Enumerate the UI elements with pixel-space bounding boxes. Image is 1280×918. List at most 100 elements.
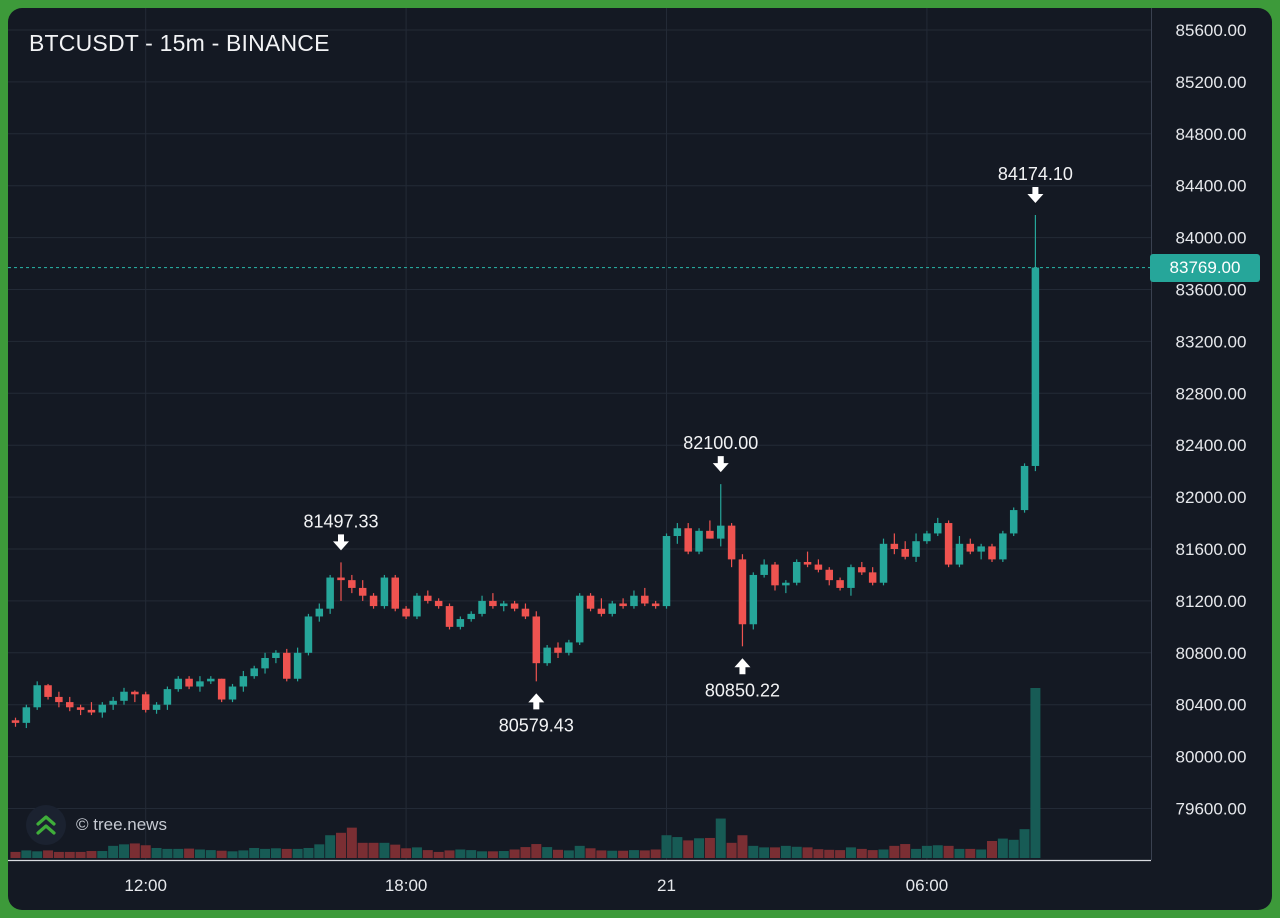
candle (11, 717, 20, 727)
candle (575, 593, 584, 646)
volume-bar (281, 848, 292, 858)
volume-bar (314, 844, 325, 858)
candle-body (847, 567, 855, 588)
volume-bar (553, 849, 563, 858)
price-annotation: 84174.10 (998, 164, 1073, 204)
volume-bar (845, 847, 856, 858)
candle (554, 642, 562, 658)
candle (445, 603, 454, 630)
candle-body (283, 652, 291, 679)
volume-bar (249, 847, 260, 858)
y-tick-label: 84800.00 (1176, 125, 1247, 144)
price-annotation: 80850.22 (705, 658, 780, 700)
candle (662, 533, 671, 609)
candle (858, 561, 866, 575)
candle-body (76, 707, 85, 710)
candle-body (250, 668, 258, 677)
volume-bar (878, 849, 889, 858)
price-annotation: 82100.00 (683, 433, 758, 473)
candle-body (825, 569, 833, 581)
volume-bar (173, 848, 184, 858)
volume-bar (10, 851, 21, 858)
volume-bar (401, 848, 412, 858)
volume-bar (140, 845, 151, 858)
x-tick-label: 21 (657, 876, 676, 895)
candlestick-chart[interactable]: 81497.33 80579.43 82100.00 80850.22 84174.10… (8, 8, 1272, 910)
y-tick-label: 83600.00 (1176, 281, 1247, 300)
candle (706, 520, 714, 539)
volume-bar (303, 847, 314, 858)
candle (283, 648, 291, 682)
candle (738, 554, 747, 647)
y-tick-label: 82400.00 (1176, 436, 1247, 455)
candle-body (510, 603, 519, 609)
volume-bar (932, 845, 943, 858)
x-tick-label: 12:00 (124, 876, 167, 895)
candle (489, 593, 497, 609)
volume-bar (824, 849, 835, 858)
candle-body (467, 613, 475, 620)
volume-bar (987, 841, 997, 858)
volume-bar (607, 850, 618, 858)
volume-bar (694, 838, 705, 858)
candle-body (912, 541, 920, 557)
volume-bar (780, 845, 791, 858)
candle-body (478, 600, 486, 614)
candle (641, 587, 649, 607)
candle-body (792, 561, 801, 583)
candle (163, 686, 172, 710)
candle (33, 681, 41, 710)
volume-bar (618, 850, 629, 858)
volume-bar (390, 844, 401, 858)
candle-body (944, 523, 953, 565)
candle-body (955, 543, 964, 565)
candle-body (131, 691, 139, 695)
volume-bar (487, 851, 498, 858)
candle (369, 593, 378, 609)
candle-body (315, 608, 324, 617)
volume-bar (639, 850, 650, 858)
volume-bar (129, 843, 140, 858)
candle (586, 593, 595, 612)
volume-bar (32, 851, 43, 858)
candle (912, 533, 920, 562)
candle-body (217, 678, 226, 700)
volume-bar (737, 835, 748, 858)
volume-bar (205, 850, 216, 858)
candle-body (868, 572, 877, 583)
candle-body (575, 595, 584, 643)
volume-bar (1008, 839, 1019, 858)
volume-bar (813, 849, 824, 858)
candle-body (565, 642, 573, 653)
candle (228, 683, 237, 703)
candle-body (98, 704, 107, 713)
arrow-down-icon (333, 534, 349, 551)
candle (879, 538, 888, 586)
candle-body (554, 647, 562, 653)
volume-bar (379, 842, 390, 858)
candle-body (586, 595, 595, 609)
candle-body (977, 546, 985, 552)
arrow-down-icon (712, 456, 729, 473)
candle (771, 561, 779, 591)
volume-bar (97, 851, 108, 858)
candle (131, 690, 139, 703)
candle (326, 574, 334, 614)
volume-bar (498, 851, 509, 858)
candle (847, 564, 855, 596)
candle (174, 676, 182, 692)
volume-bar (520, 847, 531, 858)
candle-body (695, 530, 703, 552)
candle (120, 687, 128, 705)
volume-bar (770, 847, 780, 858)
candle-body (304, 616, 313, 653)
volume-bar (574, 845, 585, 858)
candle-body (738, 559, 747, 625)
volume-bar (791, 846, 802, 858)
candles (11, 215, 1040, 729)
volume-bar (444, 850, 455, 858)
volume-bar (976, 849, 987, 858)
volume-bar (596, 850, 607, 858)
annotation-label: 84174.10 (998, 164, 1073, 184)
candle-body (261, 657, 269, 669)
